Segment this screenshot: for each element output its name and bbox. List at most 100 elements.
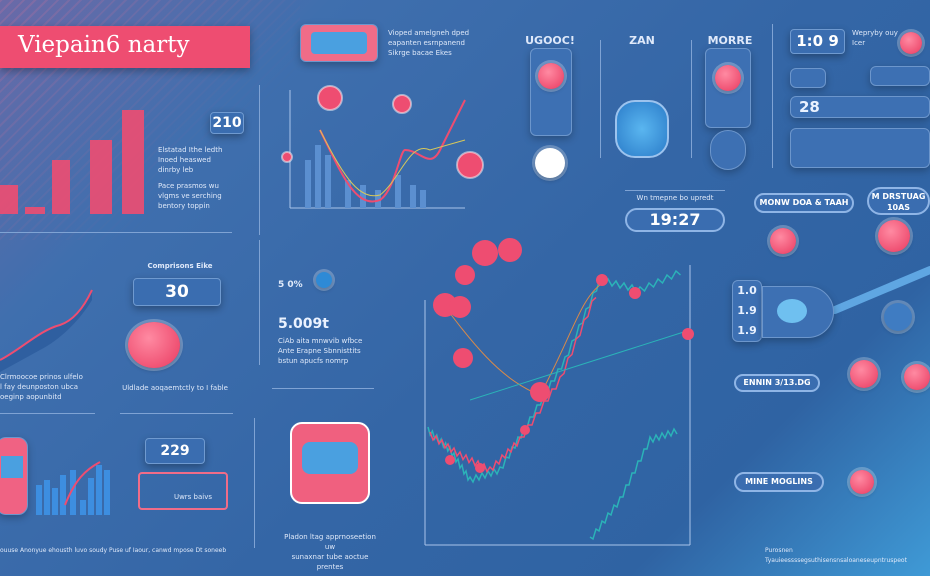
icon-badge [878, 220, 910, 252]
marker [445, 455, 455, 465]
marker [596, 274, 608, 286]
stat-value-box: 30 [133, 278, 221, 306]
bar [80, 500, 86, 515]
divider [259, 85, 260, 235]
mini-card [790, 68, 826, 88]
big-stat: 5.009t [278, 316, 329, 332]
text-line: Ante Erapne Sbnnisttits [278, 347, 361, 355]
divider [272, 388, 374, 389]
pill-button[interactable]: MINE MOGLINS [734, 472, 824, 492]
text-line: bentory toppin [158, 202, 210, 210]
kiosk-icon [0, 437, 28, 515]
icon-badge [884, 303, 912, 331]
line-series [64, 461, 101, 506]
footer-text: Purosnen Tyauieessssegsuthisensnsaloanes… [765, 547, 907, 564]
line-series [427, 269, 681, 484]
car-caption: Pladon ltag apprnoseetion uw sunaxnar tub… [280, 532, 380, 572]
stat-caption: Wepryby ouy Icer [852, 29, 898, 47]
pill-button[interactable]: MONW DOA & TAAH [754, 193, 854, 213]
bar [395, 175, 401, 208]
marker [530, 382, 550, 402]
divider [254, 418, 255, 548]
coin-icon [128, 322, 180, 368]
bar [305, 160, 311, 208]
text-line: Vioped amelgneh dped [388, 29, 470, 37]
line-series [319, 129, 466, 197]
text-line: Clrmoocoe prinos ulfelo [0, 373, 83, 381]
text-line: Inoed heaswed [158, 156, 211, 164]
divider [600, 40, 601, 158]
bar [70, 470, 76, 515]
bar [96, 465, 102, 515]
value-item: 1.9 [737, 324, 757, 337]
card-heading: ZAN [629, 34, 655, 47]
icon-badge [850, 360, 878, 388]
bar [90, 140, 112, 214]
text-line: dinrby leb [158, 166, 194, 174]
card-heading: UGOOC! [525, 34, 575, 47]
mid-left-text: Clrmoocoe prinos ulfelo l fay deunposton … [0, 372, 90, 402]
device-card[interactable] [762, 286, 834, 338]
bar [325, 155, 331, 208]
time-display: 19:27 [625, 208, 725, 232]
text-line: Sikrge bacae Ekes [388, 49, 452, 57]
bar [52, 160, 70, 214]
divider [120, 413, 233, 414]
icon-badge [770, 228, 796, 254]
card-heading: MORRE [707, 34, 753, 47]
text-line: bstun apucfs nomrp [278, 357, 349, 365]
divider [259, 240, 260, 365]
vehicle-outline-icon [138, 472, 228, 510]
bar [420, 190, 426, 208]
trend-line [469, 329, 691, 401]
bar [0, 185, 18, 214]
mini-card [870, 66, 930, 86]
icon-badge [850, 470, 874, 494]
text-line: eapanten esrnpanend [388, 39, 465, 47]
stylus-shape [831, 266, 930, 314]
icon-badge [904, 364, 930, 390]
bar [25, 207, 45, 214]
text-line: Pace prasmos wu [158, 182, 219, 190]
text-line: vlgms ve serching [158, 192, 222, 200]
page-title: Viepain6 narty [0, 26, 250, 68]
bar [315, 145, 321, 208]
pill-button[interactable]: M DRSTUAG 10AS [867, 187, 930, 215]
bar [60, 475, 66, 515]
marker [456, 151, 484, 179]
stat-value-box: 210 [210, 112, 244, 134]
value-item: 1.0 [737, 284, 757, 297]
time-label: Wn tmepne bo upredt [636, 194, 714, 202]
marker [449, 296, 471, 318]
stat-box: 1:0 9 [790, 29, 845, 54]
vehicle-caption: Uwrs baivs [173, 493, 213, 501]
up-arrow-icon[interactable] [316, 272, 332, 288]
pill-button[interactable]: ENNIN 3/13.DG [734, 374, 820, 392]
text-line: Pladon ltag apprnoseetion uw [284, 533, 376, 551]
section-heading: Comprisons Eike [147, 262, 213, 270]
bar [122, 110, 144, 214]
stat-bar: 28 [790, 96, 930, 118]
stat-value-box: 229 [145, 438, 205, 464]
text-line: l fay deunposton ubca [0, 383, 78, 391]
text-line: oeginp aopunbitd [0, 393, 62, 401]
car-icon [290, 422, 370, 504]
marker [472, 240, 498, 266]
bar [104, 470, 110, 515]
marker [682, 328, 694, 340]
bar [36, 485, 42, 515]
info-card[interactable] [705, 48, 751, 128]
bar [52, 488, 58, 515]
marker [453, 348, 473, 368]
divider [625, 190, 725, 191]
divider [0, 413, 95, 414]
info-card[interactable] [530, 48, 572, 136]
marker [629, 287, 641, 299]
line-series [589, 427, 678, 541]
info-card-base [710, 130, 746, 170]
line-series [319, 99, 466, 203]
marker [475, 463, 485, 473]
bar [375, 190, 381, 208]
footer-text: ouuse Anonyue ehousth luvo soudy Puse uf… [0, 547, 227, 554]
